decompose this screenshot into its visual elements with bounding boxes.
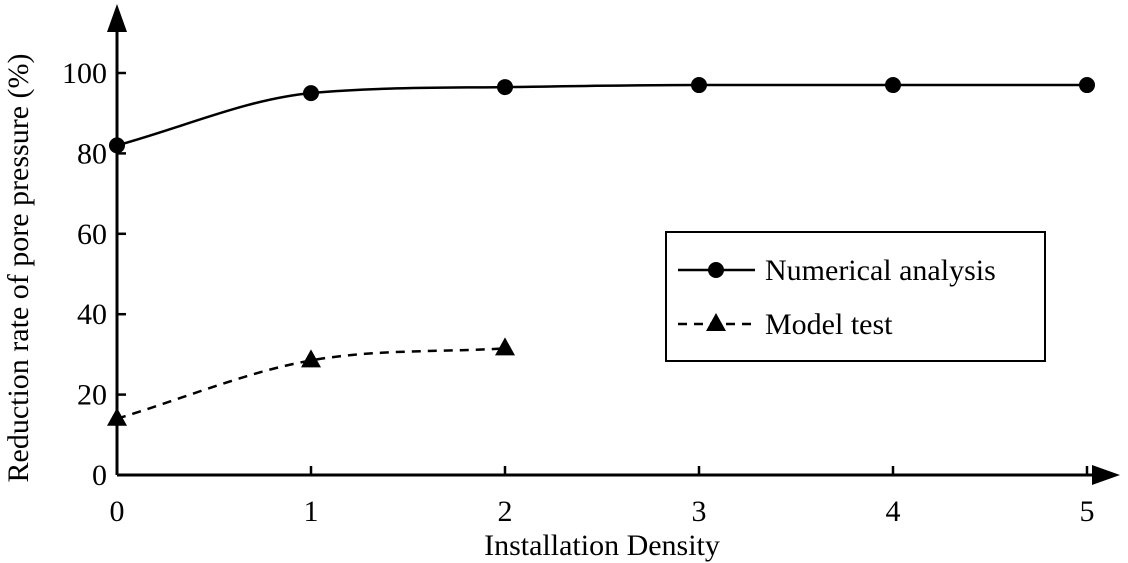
x-tick-label: 1 [304, 495, 319, 528]
data-point-circle [497, 79, 513, 96]
legend-label-numerical: Numerical analysis [765, 254, 996, 287]
legend-box [665, 231, 1046, 362]
data-point-circle [109, 137, 125, 154]
x-tick-label: 2 [498, 495, 513, 528]
x-tick-label: 4 [886, 495, 901, 528]
data-point-circle [303, 85, 319, 102]
x-axis-arrow-icon [1092, 465, 1120, 485]
y-tick-label: 60 [77, 218, 107, 251]
legend: Numerical analysis Model test [665, 231, 1046, 362]
y-tick-label: 100 [62, 57, 107, 90]
legend-circle-marker-icon [708, 262, 724, 278]
x-tick-label: 0 [110, 495, 125, 528]
legend-triangle-marker-icon [706, 313, 726, 331]
y-tick-label: 40 [77, 298, 107, 331]
x-tick-label: 5 [1080, 495, 1095, 528]
series-model-test [107, 337, 515, 426]
legend-label-model: Model test [765, 308, 893, 341]
x-axis-title: Installation Density [484, 529, 720, 562]
x-axis-ticks: 0 1 2 3 4 5 [110, 466, 1095, 528]
data-point-circle [1079, 77, 1095, 94]
data-point-triangle [301, 349, 321, 368]
x-tick-label: 3 [692, 495, 707, 528]
data-point-triangle [107, 407, 127, 426]
y-tick-label: 80 [77, 137, 107, 170]
series-layer [107, 77, 1095, 426]
series-numerical-analysis [109, 77, 1095, 154]
series-line [116, 83, 1087, 147]
data-point-circle [691, 77, 707, 94]
y-tick-label: 0 [92, 459, 107, 492]
data-point-circle [885, 77, 901, 94]
y-axis-arrow-icon [107, 4, 127, 32]
data-point-triangle [495, 337, 515, 356]
y-axis-ticks: 0 20 40 60 80 100 [62, 57, 126, 492]
y-axis-title: Reduction rate of pore pressure (%) [2, 54, 35, 483]
y-tick-label: 20 [77, 379, 107, 412]
